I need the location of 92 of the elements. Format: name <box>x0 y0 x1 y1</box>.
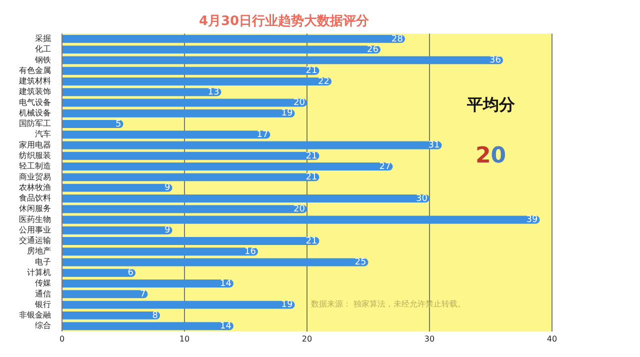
x-tick-label: 0 <box>59 334 65 344</box>
data-label: 6 <box>128 268 134 278</box>
bar <box>62 98 307 107</box>
bar <box>62 34 405 43</box>
x-tick-label: 10 <box>179 334 190 344</box>
data-label: 9 <box>164 226 171 236</box>
bar <box>62 300 295 309</box>
y-tick-label: 纺织服装 <box>19 150 51 160</box>
y-tick-label: 传媒 <box>35 278 51 288</box>
bar <box>62 194 430 202</box>
y-tick-label: 电子 <box>35 257 51 266</box>
bar <box>62 226 172 234</box>
data-label: 20 <box>294 98 306 108</box>
data-label: 22 <box>318 76 330 87</box>
bar <box>62 130 270 139</box>
bar <box>62 77 332 86</box>
data-label: 20 <box>294 204 306 214</box>
y-tick-label: 钢铁 <box>34 55 51 64</box>
y-tick-label: 通信 <box>35 289 51 298</box>
y-tick-label: 房地产 <box>27 246 51 256</box>
data-label: 30 <box>416 194 428 204</box>
bar <box>62 290 148 298</box>
bar <box>62 141 442 150</box>
y-tick-label: 机械设备 <box>19 108 51 118</box>
bar <box>62 66 320 75</box>
data-label: 36 <box>490 56 502 66</box>
bar <box>62 268 136 277</box>
y-tick-label: 国防军工 <box>19 119 51 128</box>
data-label: 21 <box>306 236 318 246</box>
data-label: 17 <box>256 130 268 140</box>
y-tick-label: 计算机 <box>27 268 51 277</box>
bar <box>62 56 503 64</box>
y-tick-label: 食品饮料 <box>19 194 51 203</box>
data-label: 31 <box>428 140 440 151</box>
data-label: 21 <box>306 66 318 76</box>
y-tick-label: 公用事业 <box>19 225 51 234</box>
bar <box>62 322 234 330</box>
data-label: 28 <box>392 34 404 44</box>
data-label: 25 <box>354 258 366 268</box>
bar <box>62 311 160 320</box>
bar <box>62 152 320 160</box>
annotation: 平均分 <box>466 94 516 114</box>
chart-title: 4月30日行业趋势大数据评分 <box>198 13 370 30</box>
bar <box>62 109 295 118</box>
y-tick-label: 化工 <box>35 44 51 54</box>
y-tick-label: 非银金融 <box>19 310 51 320</box>
y-tick-label: 汽车 <box>35 130 51 139</box>
data-label: 8 <box>152 310 158 321</box>
data-label: 7 <box>140 290 146 300</box>
data-label: 16 <box>244 246 256 257</box>
y-tick-label: 采掘 <box>35 34 51 43</box>
x-tick-label: 20 <box>302 334 312 344</box>
annotation: 20 <box>475 143 506 168</box>
bar <box>62 205 307 214</box>
bar <box>62 237 320 245</box>
x-tick-label: 40 <box>546 334 558 344</box>
bar <box>62 258 368 266</box>
data-label: 9 <box>164 183 171 194</box>
y-tick-label: 交通运输 <box>19 236 51 246</box>
y-tick-label: 休闲服务 <box>19 204 51 214</box>
data-label: 19 <box>281 108 294 119</box>
data-label: 5 <box>116 119 122 130</box>
data-label: 14 <box>220 321 232 332</box>
data-label: 13 <box>208 87 220 98</box>
x-tick-label: 30 <box>424 334 435 344</box>
bar <box>62 248 258 256</box>
data-label: 39 <box>526 215 538 226</box>
bar <box>62 173 320 182</box>
data-label: 27 <box>379 162 391 172</box>
data-label: 26 <box>367 44 379 55</box>
y-tick-label: 有色金属 <box>19 66 51 75</box>
bar <box>62 162 393 171</box>
y-tick-label: 医药生物 <box>19 214 51 224</box>
y-tick-label: 电气设备 <box>19 98 51 107</box>
data-label: 21 <box>306 172 318 183</box>
bar <box>62 88 222 96</box>
y-tick-label: 建筑装饰 <box>18 87 51 96</box>
y-tick-label: 银行 <box>34 300 51 309</box>
data-label: 14 <box>220 278 232 289</box>
y-tick-label: 建筑材料 <box>18 76 51 86</box>
bar <box>62 120 124 128</box>
y-tick-label: 综合 <box>35 321 51 330</box>
data-label: 19 <box>281 300 294 310</box>
data-label: 21 <box>306 151 318 162</box>
y-tick-label: 商业贸易 <box>19 172 51 182</box>
y-tick-label: 家用电器 <box>19 140 51 150</box>
bar <box>62 280 234 288</box>
y-tick-label: 农林牧渔 <box>19 182 51 192</box>
bar <box>62 46 380 54</box>
y-tick-label: 轻工制造 <box>19 162 51 171</box>
bar <box>62 216 540 224</box>
bar <box>62 184 172 192</box>
